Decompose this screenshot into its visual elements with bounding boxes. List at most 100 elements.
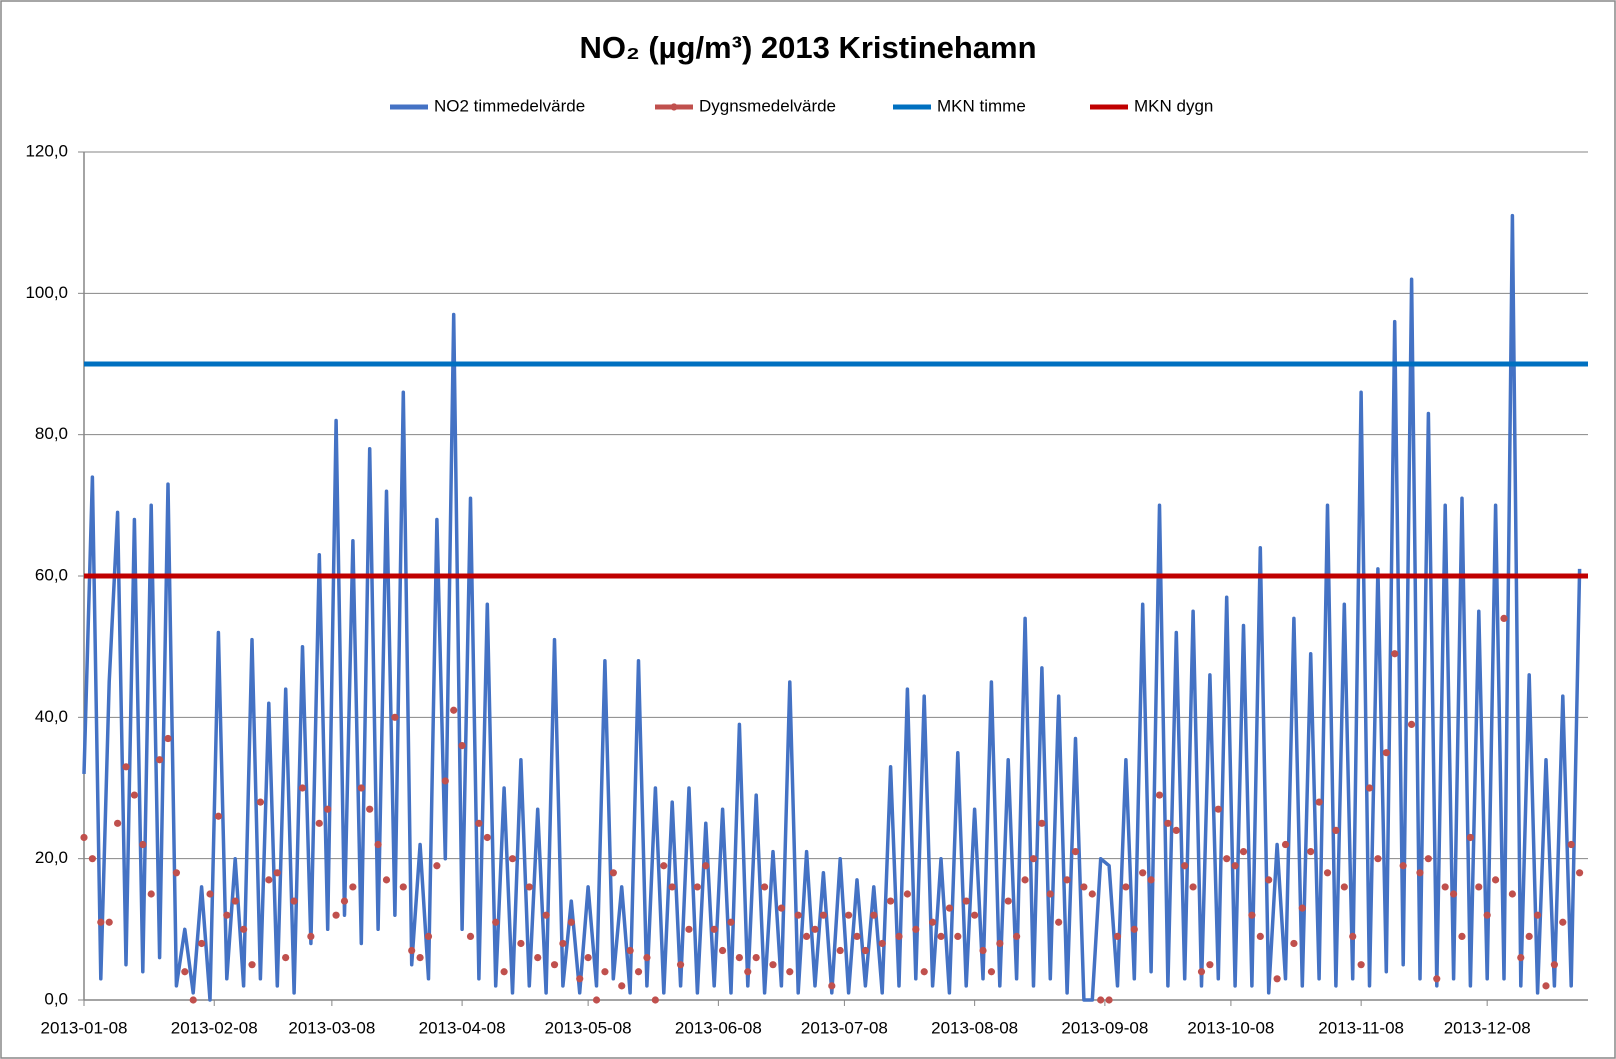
daily-mean-marker <box>147 890 155 898</box>
x-tick-label: 2013-02-08 <box>171 1018 258 1037</box>
daily-mean-marker <box>828 982 836 990</box>
daily-mean-marker <box>1533 911 1542 919</box>
daily-mean-marker <box>1290 939 1298 948</box>
daily-mean-marker <box>80 833 88 842</box>
daily-mean-marker <box>634 968 643 976</box>
daily-mean-marker <box>458 742 466 750</box>
daily-mean-marker <box>1063 876 1071 884</box>
daily-mean-marker <box>433 862 441 870</box>
daily-mean-marker <box>525 883 533 891</box>
daily-mean-marker <box>1567 840 1575 849</box>
daily-mean-marker <box>1164 819 1172 827</box>
daily-mean-marker <box>651 996 659 1004</box>
daily-mean-marker <box>206 890 214 898</box>
daily-mean-marker <box>937 932 945 941</box>
daily-mean-marker <box>1046 890 1054 898</box>
daily-mean-marker <box>517 939 525 948</box>
daily-mean-marker <box>441 777 449 785</box>
daily-mean-marker <box>475 819 483 827</box>
daily-mean-marker <box>1349 932 1357 941</box>
daily-mean-marker <box>685 925 693 933</box>
daily-mean-marker <box>1550 961 1558 969</box>
x-tick-label: 2013-03-08 <box>288 1018 375 1037</box>
legend-marker <box>670 103 678 111</box>
daily-mean-marker <box>752 954 760 962</box>
daily-mean-marker <box>130 791 139 799</box>
x-tick-label: 2013-12-08 <box>1444 1018 1531 1037</box>
daily-mean-marker <box>307 932 315 941</box>
daily-mean-marker <box>861 946 870 955</box>
y-tick-label: 120,0 <box>25 141 68 160</box>
daily-mean-marker <box>1088 890 1096 898</box>
daily-mean-marker <box>399 883 407 891</box>
daily-mean-marker <box>114 819 122 827</box>
daily-mean-marker <box>1239 848 1248 856</box>
daily-mean-marker <box>1517 954 1525 962</box>
daily-mean-marker <box>1399 862 1407 870</box>
series-line <box>82 213 1582 1002</box>
daily-mean-marker <box>332 911 340 919</box>
daily-mean-marker <box>1214 805 1222 813</box>
x-tick-label: 2013-01-08 <box>41 1018 128 1037</box>
daily-mean-marker <box>979 946 987 955</box>
daily-mean-marker <box>1273 975 1281 983</box>
daily-mean-marker <box>273 869 281 877</box>
daily-mean-marker <box>760 883 769 891</box>
daily-mean-marker <box>584 954 592 962</box>
daily-mean-marker <box>508 855 517 863</box>
daily-mean-marker <box>324 805 332 813</box>
daily-mean-marker <box>122 763 130 771</box>
legend-label: Dygnsmedelvärde <box>699 96 836 115</box>
daily-mean-marker <box>1340 883 1348 891</box>
daily-mean-marker <box>315 819 323 827</box>
daily-mean-marker <box>887 897 895 905</box>
daily-mean-marker <box>198 939 206 948</box>
x-tick-label: 2013-08-08 <box>931 1018 1018 1037</box>
daily-mean-marker <box>1391 650 1399 658</box>
daily-mean-marker <box>1004 897 1012 905</box>
daily-mean-marker <box>987 968 996 976</box>
daily-mean-marker <box>1147 876 1155 884</box>
daily-mean-marker <box>164 734 172 743</box>
daily-mean-marker <box>1332 826 1340 835</box>
y-tick-label: 0,0 <box>44 989 68 1008</box>
daily-mean-marker <box>1071 848 1080 856</box>
daily-mean-marker <box>492 918 500 926</box>
daily-mean-marker <box>156 756 164 764</box>
legend-label: NO2 timmedelvärde <box>434 96 585 115</box>
legend-label: MKN dygn <box>1134 96 1213 115</box>
daily-mean-marker <box>945 904 954 912</box>
chart-title: NO₂ (µg/m³) 2013 Kristinehamn <box>579 30 1036 65</box>
daily-mean-marker <box>1021 876 1029 884</box>
daily-mean-marker <box>836 946 844 955</box>
daily-mean-marker <box>483 833 491 842</box>
daily-mean-marker <box>592 996 601 1004</box>
daily-mean-marker <box>466 932 475 941</box>
daily-mean-marker <box>1298 904 1306 912</box>
daily-mean-marker <box>601 968 609 976</box>
daily-mean-marker <box>777 904 785 912</box>
daily-mean-marker <box>1449 890 1458 898</box>
daily-mean-marker <box>231 897 239 905</box>
x-tick-label: 2013-04-08 <box>419 1018 506 1037</box>
daily-mean-marker <box>1323 869 1332 877</box>
daily-mean-marker <box>1374 855 1382 863</box>
daily-mean-marker <box>845 911 853 919</box>
daily-mean-marker <box>618 982 626 990</box>
daily-mean-marker <box>1407 720 1416 729</box>
daily-mean-marker <box>542 911 550 919</box>
daily-mean-marker <box>248 961 256 969</box>
x-tick-label: 2013-05-08 <box>545 1018 632 1037</box>
daily-mean-marker <box>357 784 365 792</box>
daily-mean-marker <box>1458 932 1466 941</box>
daily-mean-marker <box>1307 848 1315 856</box>
daily-mean-marker <box>744 968 752 976</box>
daily-mean-marker <box>996 939 1004 948</box>
daily-mean-marker <box>223 911 231 919</box>
daily-mean-marker <box>1256 932 1264 941</box>
daily-mean-marker <box>786 968 794 976</box>
daily-mean-marker <box>559 939 567 948</box>
x-tick-label: 2013-09-08 <box>1061 1018 1148 1037</box>
daily-mean-marker <box>1139 869 1147 877</box>
daily-mean-marker <box>1416 869 1424 877</box>
